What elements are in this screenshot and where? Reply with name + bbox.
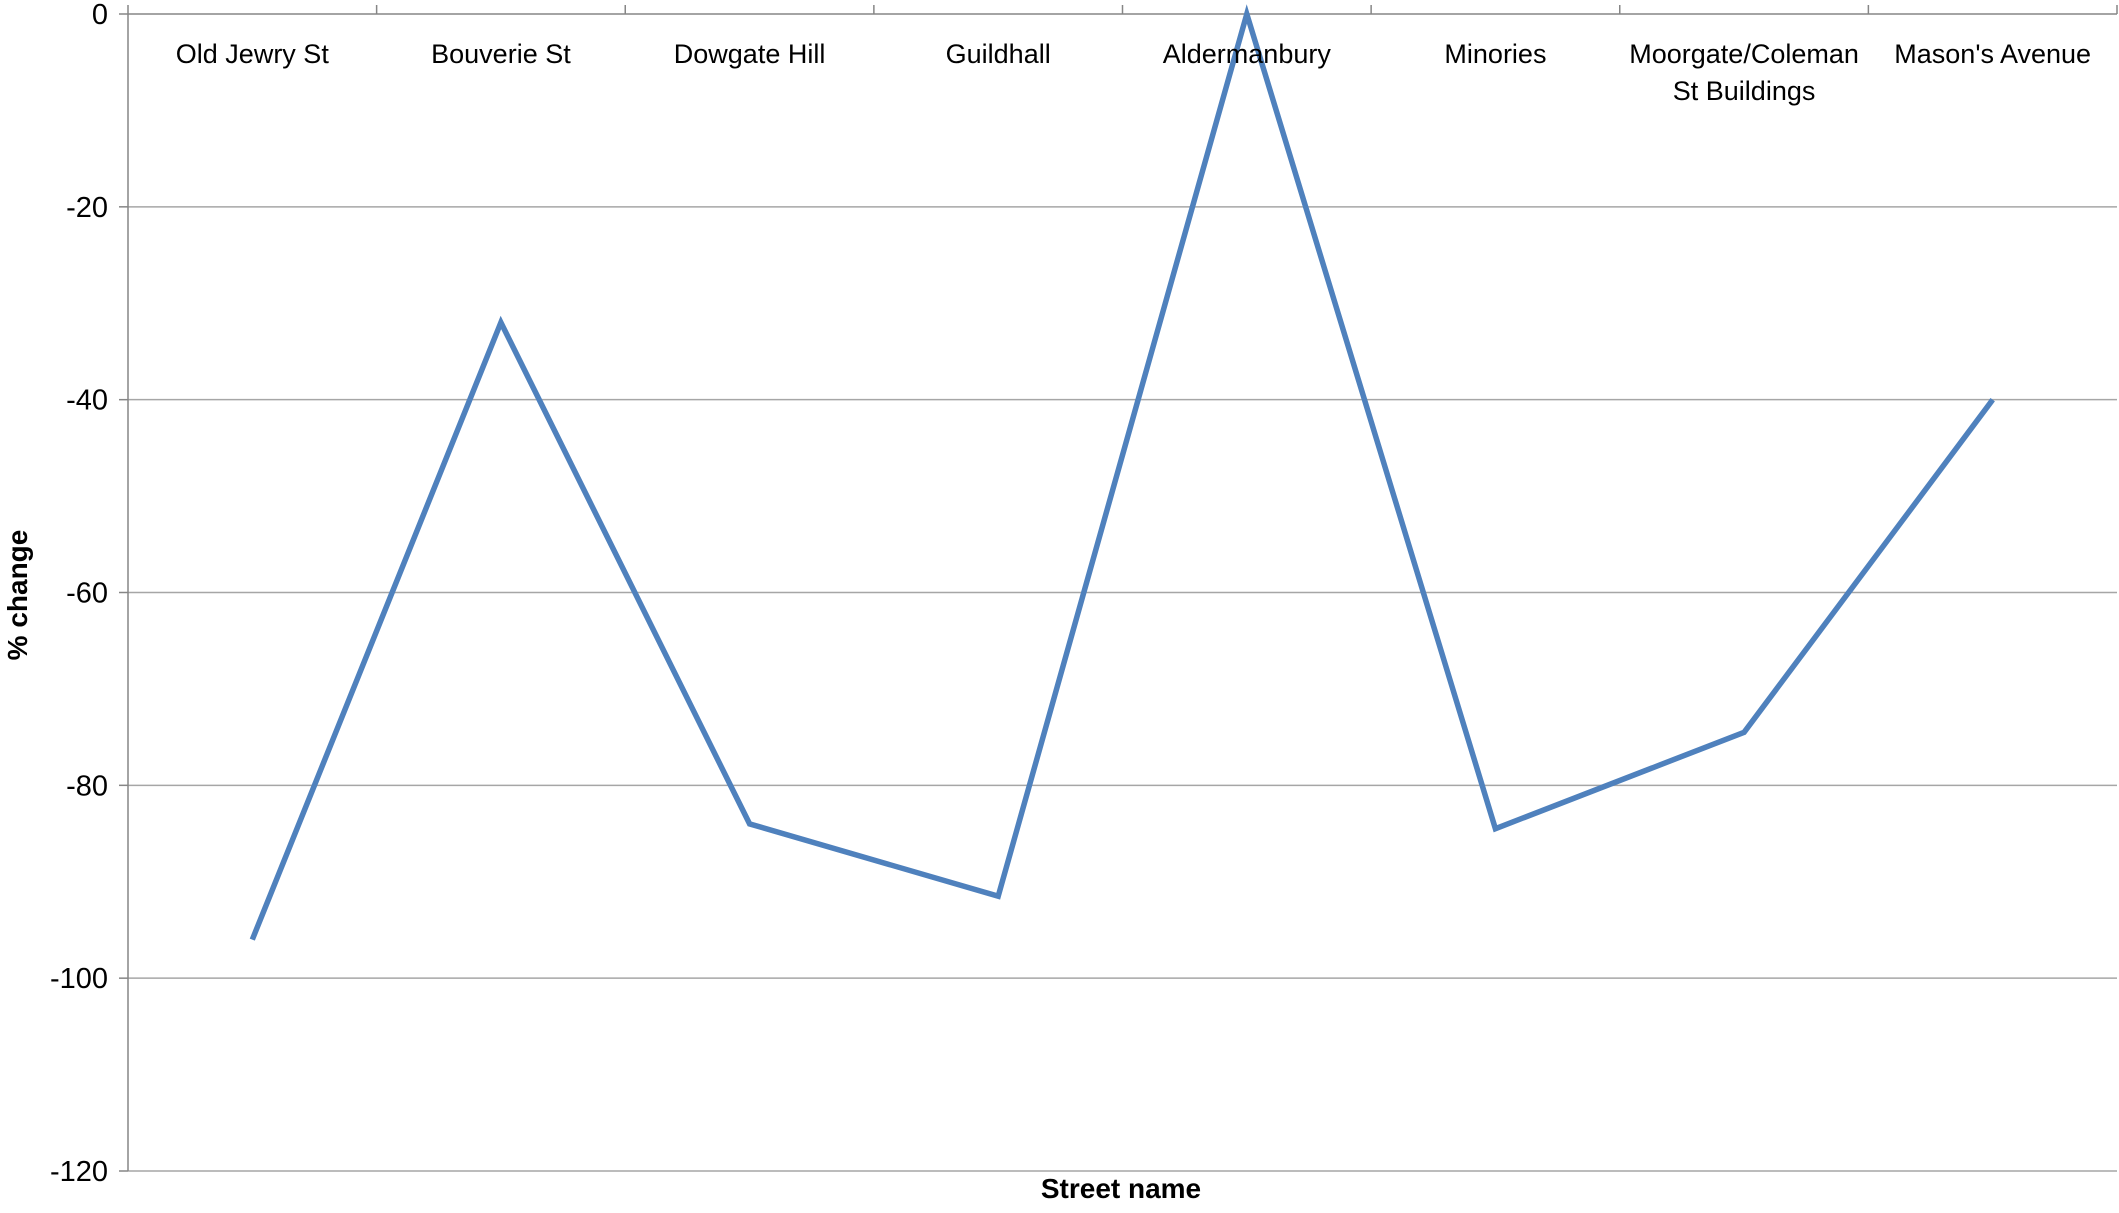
y-tick-label: -80 (66, 770, 108, 802)
axes (119, 5, 2117, 1171)
x-category-label: Mason's Avenue (1894, 39, 2091, 69)
x-category-label: Aldermanbury (1163, 39, 1332, 69)
x-category-label: Bouverie St (431, 39, 571, 69)
x-axis-title: Street name (1041, 1173, 1201, 1204)
y-tick-label: -120 (50, 1156, 108, 1188)
series-line (252, 14, 1992, 940)
y-tick-label: -20 (66, 192, 108, 224)
gridlines (128, 207, 2117, 1171)
x-category-label: Guildhall (946, 39, 1051, 69)
x-category-label: Old Jewry St (176, 39, 330, 69)
labels: 0 -20 -40 -60 -80 -100 -120 Old Jewry St Bouveri… (50, 0, 2091, 1188)
y-tick-label: -100 (50, 963, 108, 995)
y-tick-label: 0 (92, 0, 108, 31)
y-axis-title: % change (2, 530, 33, 661)
x-category-label: Minories (1444, 39, 1546, 69)
y-tick-label: -60 (66, 578, 108, 610)
x-category-label: Dowgate Hill (674, 39, 826, 69)
y-tick-label: -40 (66, 385, 108, 417)
series-layer (252, 14, 1993, 940)
